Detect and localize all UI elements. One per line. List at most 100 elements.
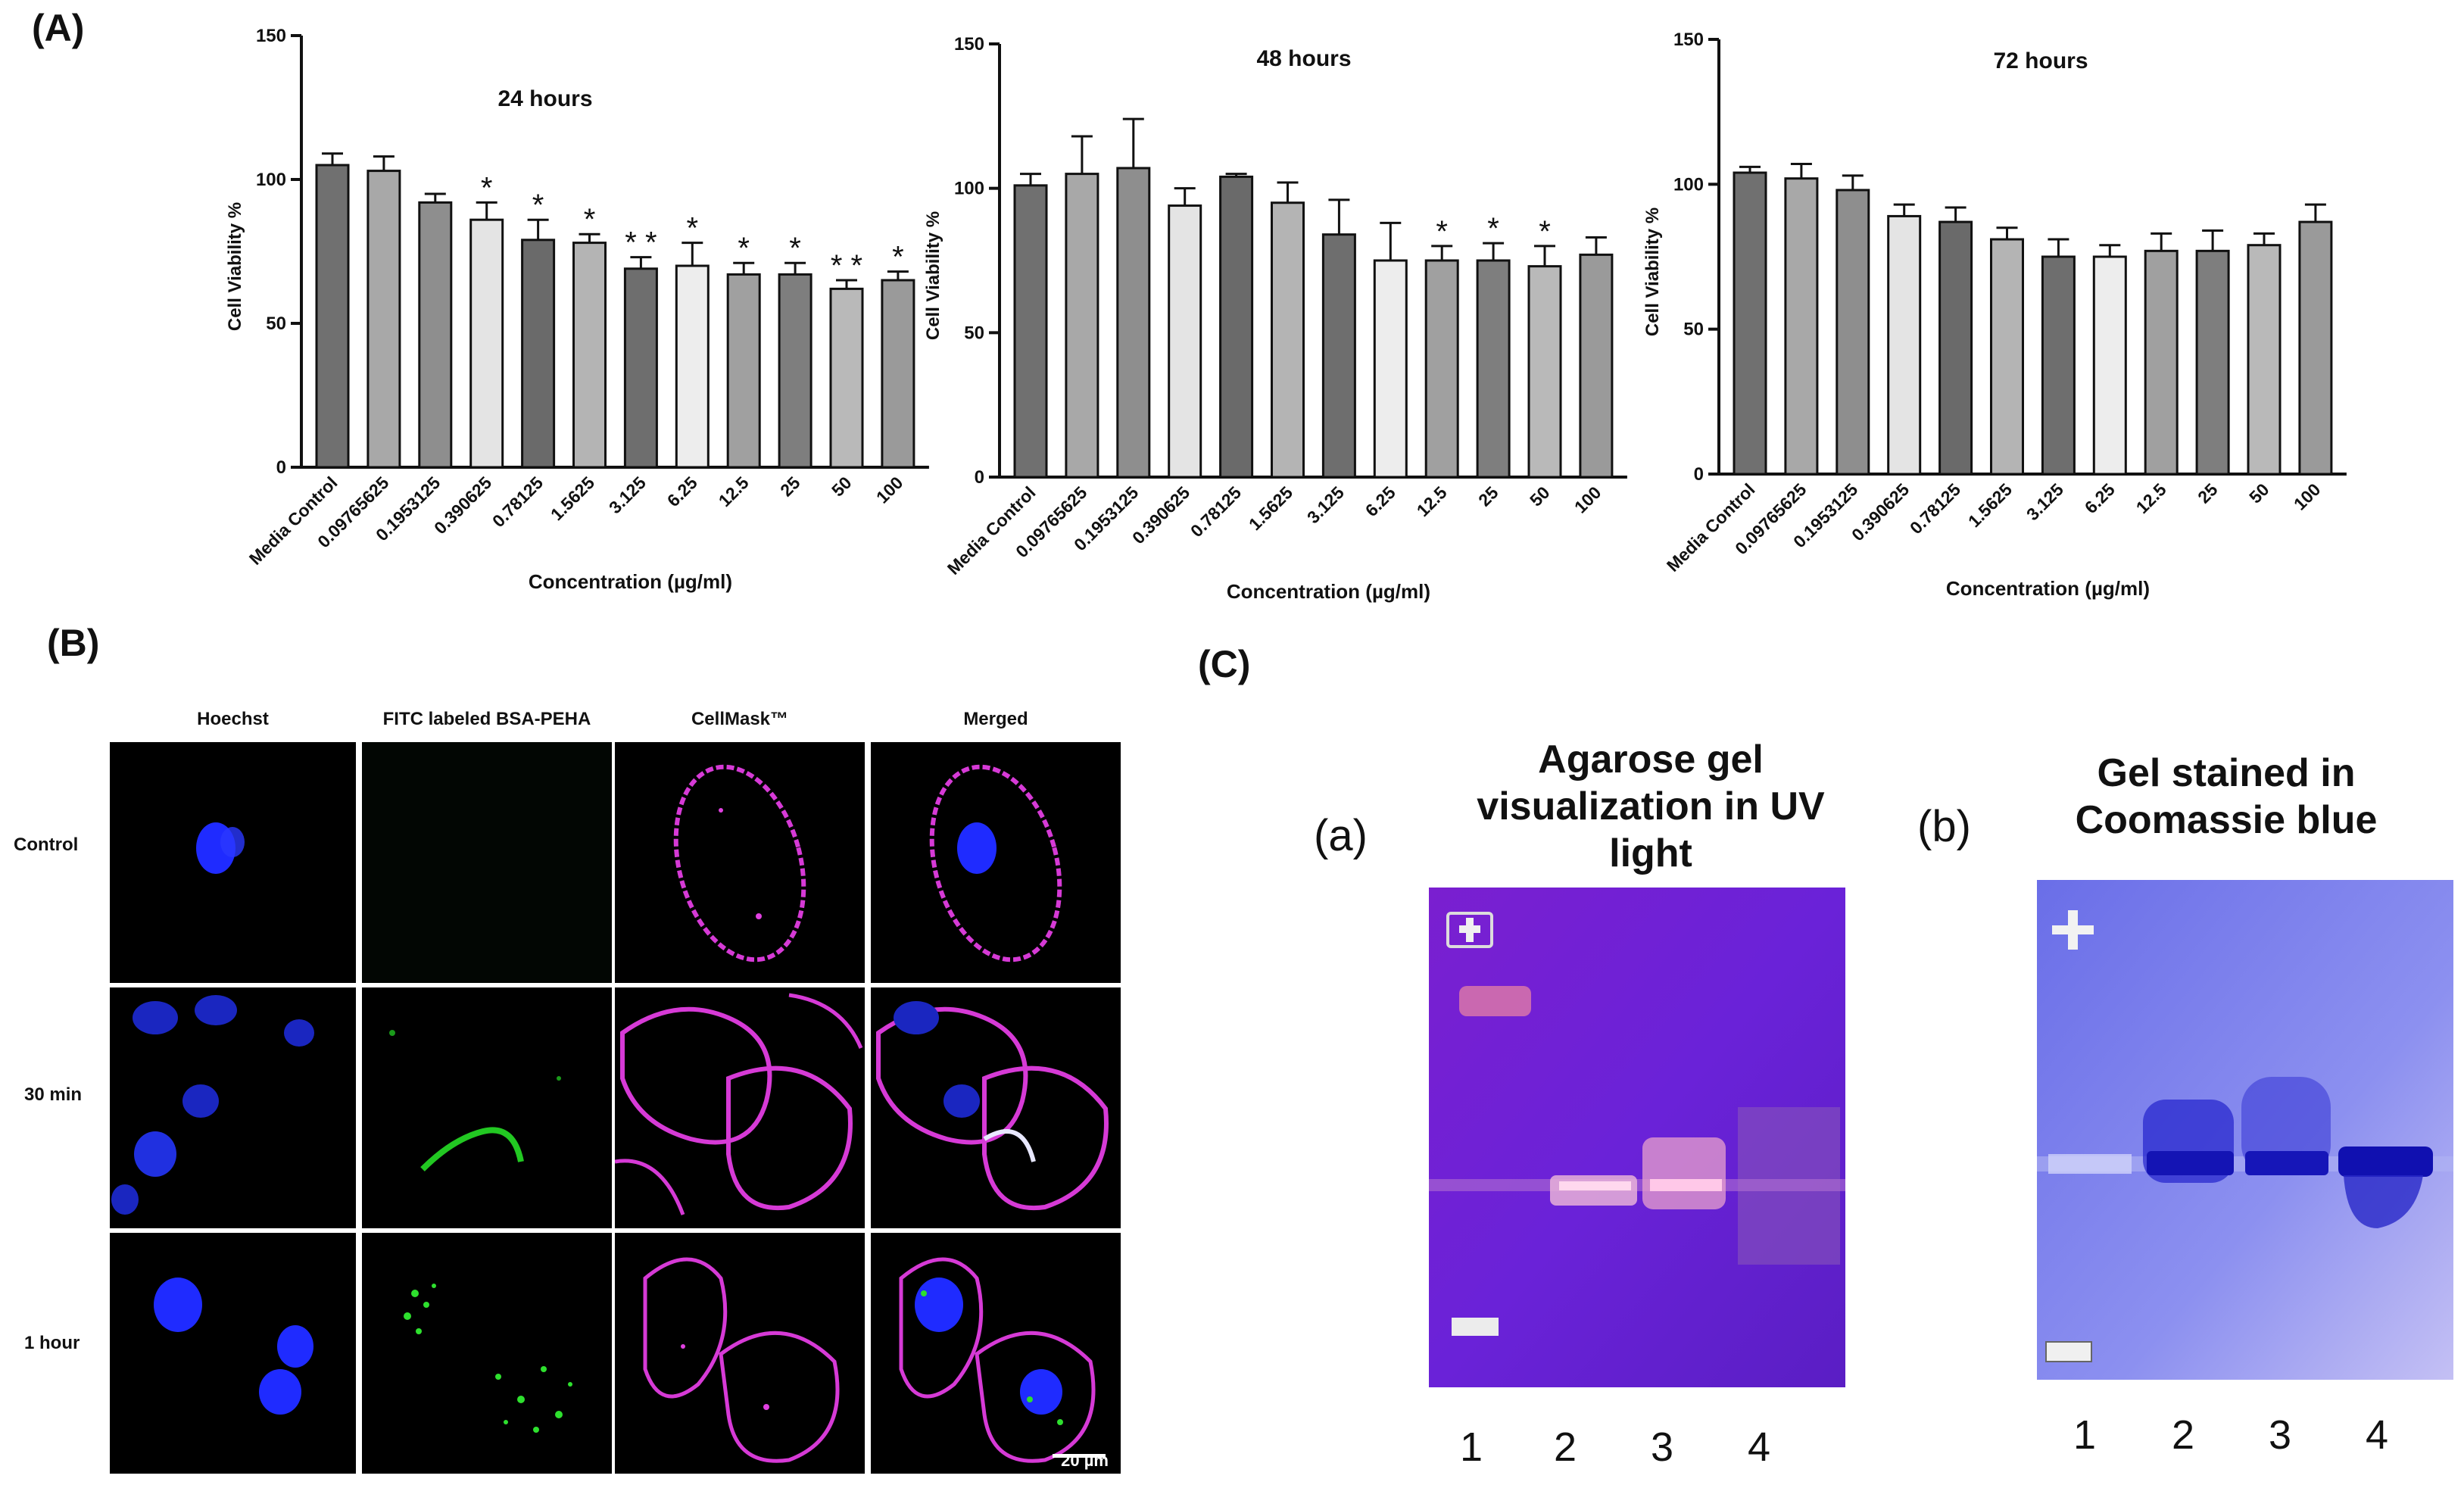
- significance-marker: *: [892, 241, 904, 274]
- x-tick-label: Media Control: [943, 482, 1040, 579]
- image-1hour-hoechst: [110, 1233, 356, 1474]
- y-tick-label: 100: [256, 170, 286, 190]
- bar: [1271, 201, 1305, 479]
- x-tick-label: 0.390625: [1128, 482, 1193, 548]
- gel-b-lane-4: 4: [2366, 1412, 2389, 1458]
- bar: [2092, 255, 2127, 476]
- gel-b-lane-3: 3: [2269, 1412, 2292, 1458]
- image-1hour-cellmask: [615, 1233, 865, 1474]
- bar: [1219, 175, 1254, 479]
- image-30min-fitc: [362, 987, 612, 1228]
- bar: [1476, 259, 1511, 479]
- y-tick-label: 150: [954, 34, 984, 55]
- bar: [829, 287, 864, 469]
- bar: [1733, 171, 1767, 476]
- x-tick-label: 25: [776, 473, 804, 501]
- bar: [1168, 204, 1202, 479]
- col-header-fitc: FITC labeled BSA-PEHA: [382, 709, 591, 729]
- bar: [469, 218, 504, 469]
- x-tick-label: 1.5625: [547, 473, 598, 524]
- y-tick-label: 50: [1683, 320, 1704, 340]
- image-1hour-fitc: [362, 1233, 612, 1474]
- x-tick-label: 50: [1526, 482, 1553, 510]
- gel-b-lane-1: 1: [2073, 1412, 2097, 1458]
- gel-a-lane-1: 1: [1460, 1424, 1483, 1470]
- image-1hour-merged: 20 µm: [871, 1233, 1121, 1474]
- gel-a-lane-3: 3: [1651, 1424, 1674, 1470]
- significance-marker: *: [687, 212, 699, 245]
- col-header-hoechst: Hoechst: [197, 709, 269, 729]
- bar: [778, 273, 812, 469]
- y-tick-label: 150: [256, 26, 286, 46]
- significance-marker: *: [584, 203, 596, 236]
- gel-a-lane-2: 2: [1554, 1424, 1577, 1470]
- bar: [2195, 249, 2230, 476]
- bar-charts-area: 0 50 100 150 Cell Viability % 24 hours Media C…: [225, 26, 2347, 603]
- y-tick-label: 150: [1673, 30, 1704, 50]
- bar: [1424, 259, 1459, 479]
- image-control-merged: [871, 742, 1121, 983]
- x-tick-label: 25: [2194, 479, 2222, 507]
- significance-marker: * *: [625, 226, 657, 260]
- x-tick-label: Media Control: [1663, 479, 1759, 576]
- x-tick-label: 6.25: [1361, 482, 1399, 520]
- bar: [2144, 249, 2179, 476]
- panel-label-a: (A): [32, 7, 85, 49]
- gel-b-lane-2: 2: [2172, 1412, 2195, 1458]
- image-30min-hoechst: [110, 987, 356, 1228]
- bar: [1579, 253, 1614, 479]
- gel-a-lane-4: 4: [1748, 1424, 1771, 1470]
- bar: [418, 201, 453, 469]
- significance-marker: *: [1539, 215, 1551, 248]
- gel-b-title: Gel stained in Coomassie blue: [2075, 751, 2378, 842]
- x-tick-label: 0.390625: [1848, 479, 1913, 544]
- bar: [2298, 220, 2333, 476]
- row-label-1hour: 1 hour: [24, 1333, 80, 1353]
- image-control-hoechst: [110, 742, 356, 983]
- bar: [1887, 214, 1922, 476]
- x-tick-label: 3.125: [1303, 482, 1348, 527]
- x-tick-label: 100: [1570, 482, 1605, 517]
- y-tick-label: 50: [266, 314, 286, 334]
- chart-title: 24 hours: [497, 86, 592, 111]
- gel-a-label: (a): [1314, 811, 1368, 860]
- bar: [675, 264, 710, 469]
- panel-label-c: (C): [1198, 643, 1251, 685]
- gel-b-label: (b): [1917, 802, 1971, 851]
- bar: [881, 279, 915, 469]
- bar: [2247, 244, 2282, 476]
- bar: [315, 164, 350, 469]
- image-control-fitc: [362, 742, 612, 983]
- bar: [1065, 173, 1099, 479]
- y-tick-label: 100: [954, 179, 984, 199]
- scale-bar-label: 20 µm: [1061, 1451, 1109, 1470]
- significance-marker: *: [532, 189, 544, 222]
- x-tick-label: 50: [2245, 479, 2272, 507]
- bar: [1836, 189, 1870, 476]
- y-tick-label: 50: [964, 323, 984, 343]
- row-label-control: Control: [14, 835, 79, 855]
- bar: [1373, 259, 1408, 479]
- y-axis-label: Cell Viability %: [225, 202, 245, 331]
- x-tick-label: 3.125: [2023, 479, 2067, 524]
- x-tick-label: 12.5: [715, 473, 753, 510]
- significance-marker: *: [1487, 212, 1499, 245]
- y-tick-label: 0: [1694, 464, 1704, 485]
- bar: [1990, 238, 2024, 476]
- bar: [2041, 255, 2076, 476]
- bar: [1938, 220, 1973, 476]
- significance-marker: *: [738, 232, 750, 265]
- col-header-merged: Merged: [963, 709, 1028, 729]
- x-tick-label: 6.25: [663, 473, 701, 510]
- chart-title: 72 hours: [1993, 48, 2088, 73]
- x-tick-label: 1.5625: [1964, 479, 2016, 531]
- x-axis-label: Concentration (µg/ml): [529, 570, 732, 593]
- gel-a-title: Agarose gel visualization in UV light: [1477, 738, 1825, 875]
- y-axis-label: Cell Viability %: [1642, 207, 1663, 336]
- x-tick-label: 100: [872, 473, 907, 507]
- x-tick-label: 12.5: [1413, 482, 1451, 520]
- bar: [1321, 233, 1356, 479]
- y-axis-label: Cell Viability %: [923, 211, 943, 340]
- x-tick-label: 12.5: [2132, 479, 2170, 517]
- x-axis-label: Concentration (µg/ml): [1227, 580, 1430, 603]
